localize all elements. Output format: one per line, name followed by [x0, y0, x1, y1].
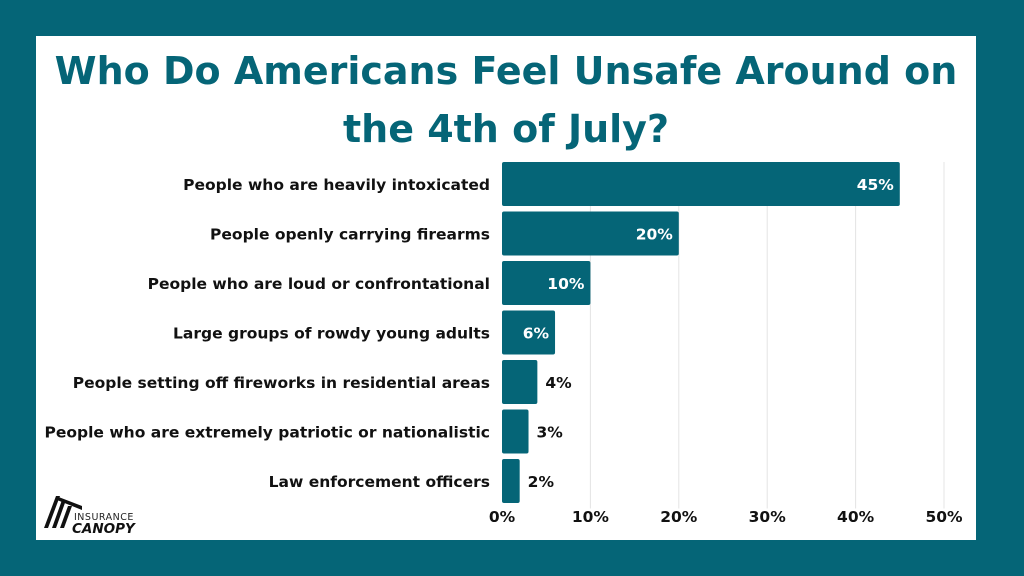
x-tick-label: 50% [925, 508, 963, 526]
value-label: 3% [537, 424, 564, 442]
category-label: People setting off fireworks in resident… [73, 374, 490, 392]
bar [502, 261, 591, 305]
x-tick-label: 0% [489, 508, 516, 526]
category-label: People openly carrying firearms [210, 226, 490, 244]
value-label: 20% [636, 226, 674, 244]
bar [502, 211, 679, 256]
value-label: 4% [545, 374, 572, 392]
value-label: 2% [528, 473, 555, 491]
category-label: Law enforcement officers [269, 473, 490, 491]
chart-title: Who Do Americans Feel Unsafe Around on t… [54, 49, 958, 151]
bar [502, 360, 538, 404]
value-label: 6% [523, 325, 550, 343]
x-tick-label: 10% [572, 508, 610, 526]
bar-chart: 0% 10% 20% 30% 40% 50% People who are heavily … [45, 162, 963, 526]
x-tick-label: 40% [837, 508, 875, 526]
bar [502, 409, 529, 454]
bar [502, 162, 900, 206]
value-label: 45% [857, 176, 895, 194]
category-label: People who are heavily intoxicated [183, 176, 490, 194]
category-label: People who are loud or confrontational [148, 275, 490, 293]
logo-text-insurance: INSURANCE [74, 512, 134, 523]
bar [502, 310, 556, 355]
x-tick-label: 20% [660, 508, 698, 526]
chart-card: Who Do Americans Feel Unsafe Around on t… [36, 36, 976, 540]
x-tick-label: 30% [749, 508, 787, 526]
logo-text-canopy: CANOPY [72, 521, 136, 536]
insurance-canopy-logo: INSURANCE CANOPY [44, 496, 136, 536]
canopy-roof-icon [44, 496, 82, 528]
value-label: 10% [547, 275, 585, 293]
bar [502, 459, 520, 503]
category-label: People who are extremely patriotic or na… [45, 424, 491, 442]
category-label: Large groups of rowdy young adults [173, 325, 490, 343]
